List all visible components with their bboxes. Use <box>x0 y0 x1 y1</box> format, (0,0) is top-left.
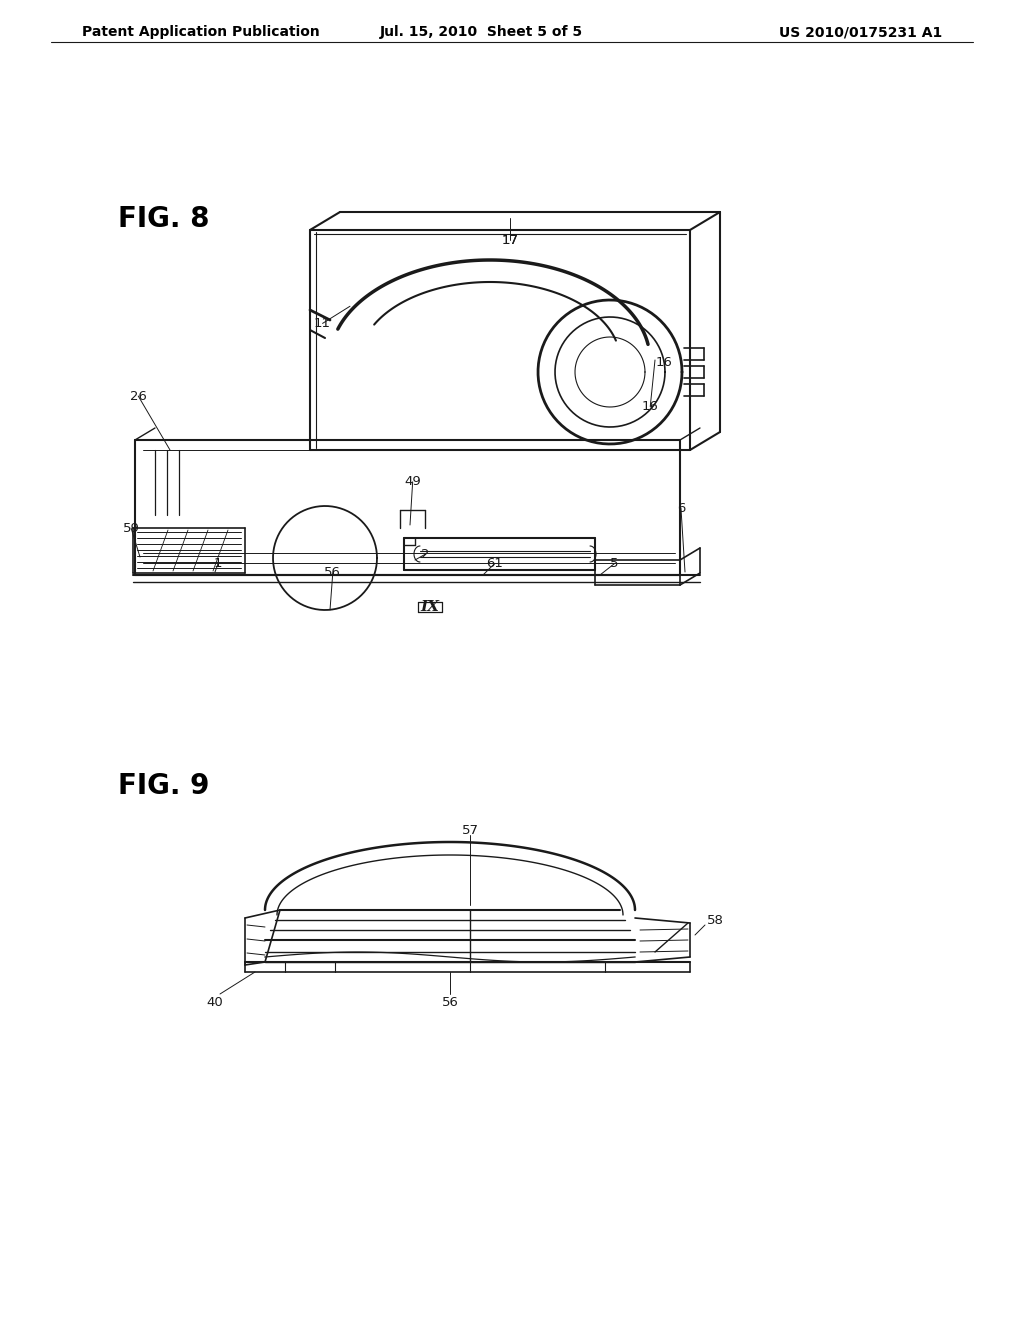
Text: FIG. 8: FIG. 8 <box>118 205 209 232</box>
Text: 17: 17 <box>502 234 518 247</box>
Text: US 2010/0175231 A1: US 2010/0175231 A1 <box>779 25 942 40</box>
Text: 56: 56 <box>325 566 341 579</box>
Text: 57: 57 <box>462 824 478 837</box>
Text: 6: 6 <box>677 502 685 515</box>
Text: 16: 16 <box>642 400 658 413</box>
Text: Jul. 15, 2010  Sheet 5 of 5: Jul. 15, 2010 Sheet 5 of 5 <box>380 25 583 40</box>
Text: 61: 61 <box>486 557 503 570</box>
Text: 2: 2 <box>421 548 429 561</box>
Text: 58: 58 <box>707 913 723 927</box>
Text: 11: 11 <box>314 317 331 330</box>
Text: 5: 5 <box>610 557 618 570</box>
Text: FIG. 9: FIG. 9 <box>118 772 209 800</box>
Text: 17: 17 <box>502 234 518 247</box>
Text: 26: 26 <box>130 389 146 403</box>
Text: 49: 49 <box>404 475 421 488</box>
Text: 56: 56 <box>441 995 459 1008</box>
Text: 40: 40 <box>207 995 223 1008</box>
Text: 59: 59 <box>123 521 139 535</box>
Text: Patent Application Publication: Patent Application Publication <box>82 25 319 40</box>
Text: 1: 1 <box>214 557 222 570</box>
Text: 16: 16 <box>655 355 672 368</box>
Text: IX: IX <box>421 601 439 614</box>
